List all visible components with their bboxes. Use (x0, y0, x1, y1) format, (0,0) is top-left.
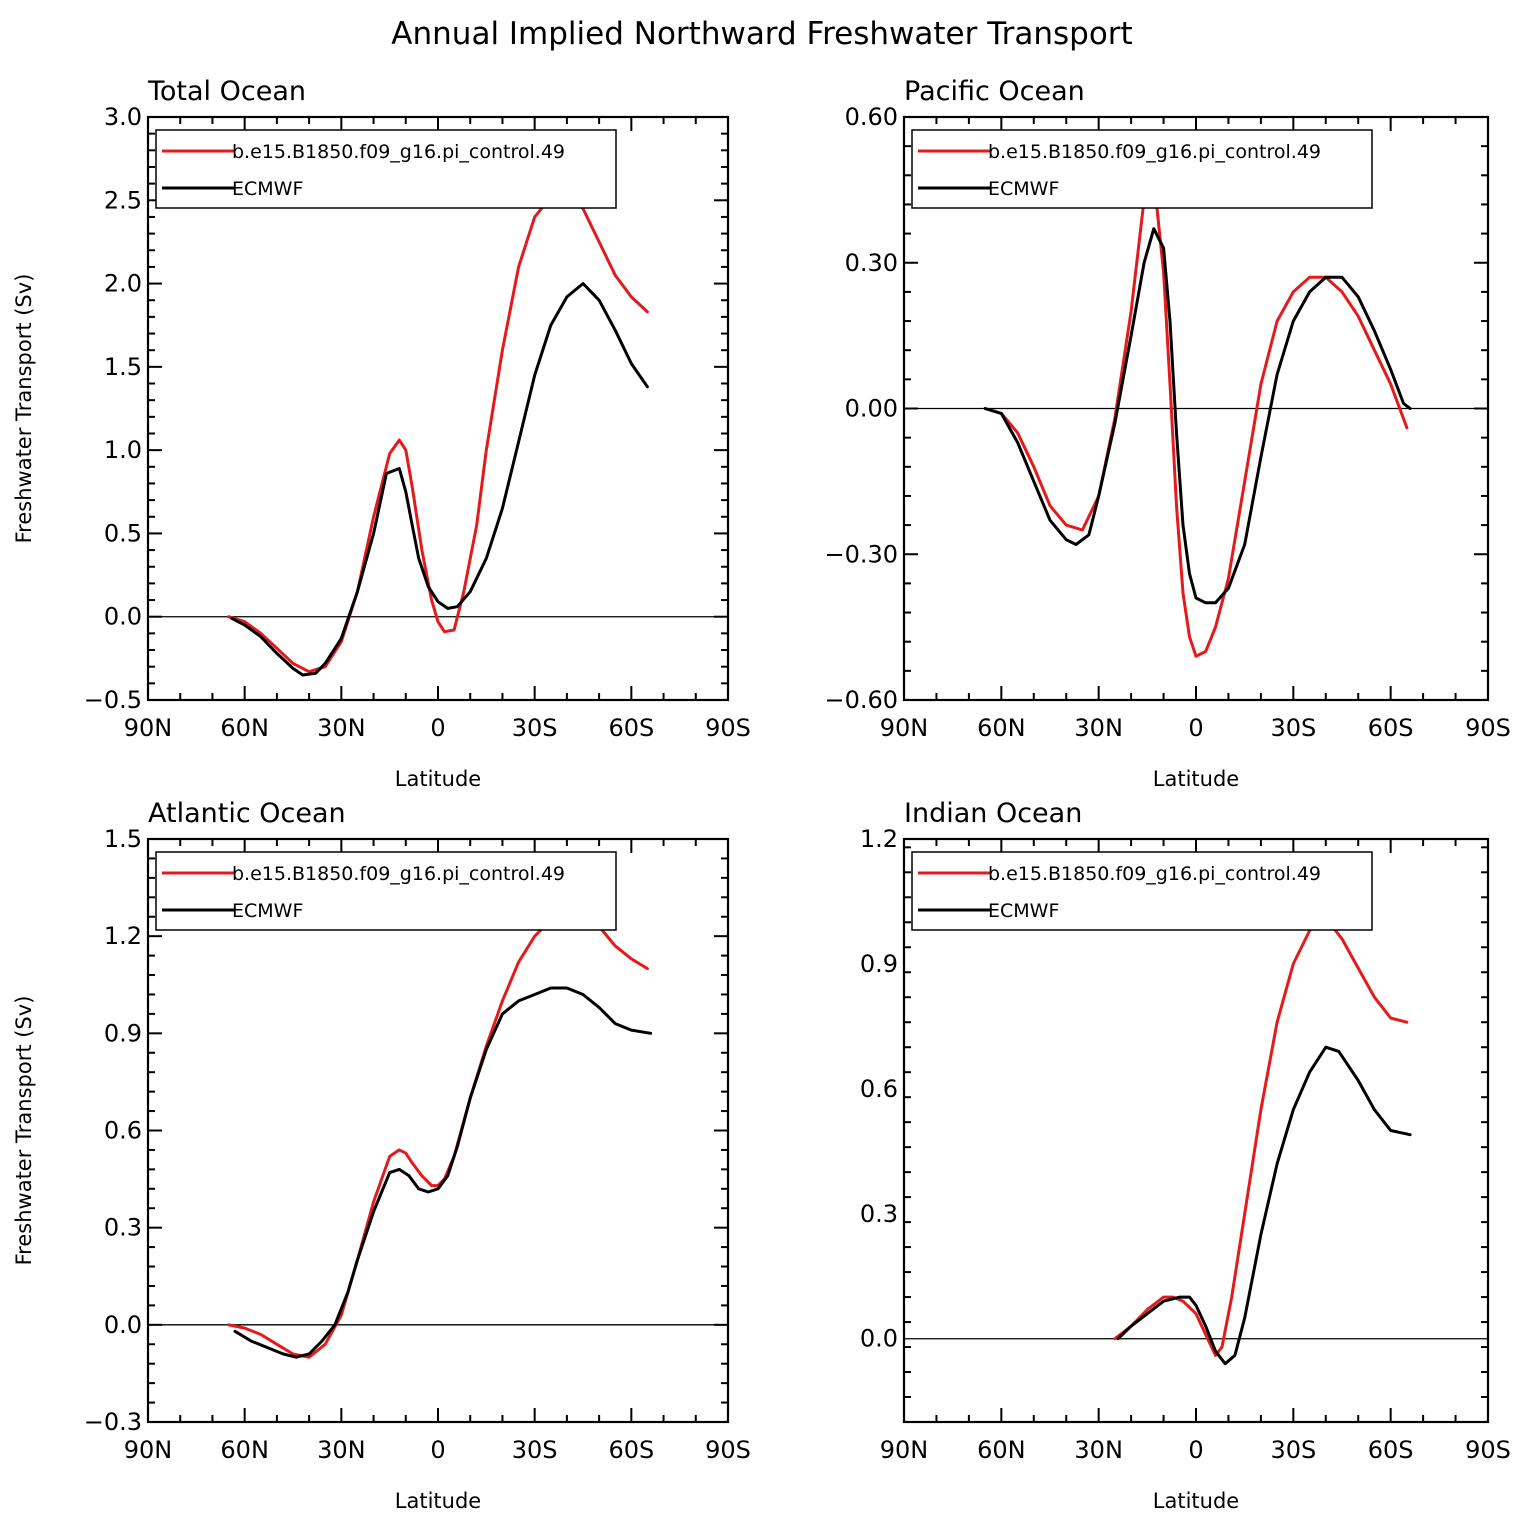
x-tick-label: 30S (512, 714, 558, 742)
x-tick-label: 60S (1368, 714, 1414, 742)
legend: b.e15.B1850.f09_g16.pi_control.49 ECMWF (155, 851, 617, 931)
x-tick-label: 0 (1188, 1436, 1203, 1464)
panel-title: Atlantic Ocean (148, 798, 346, 829)
y-axis-label: Freshwater Transport (Sv) (12, 274, 36, 544)
legend-box (911, 851, 1373, 931)
x-tick-label: 30N (1074, 714, 1123, 742)
legend-label: ECMWF (988, 900, 1059, 922)
y-tick-label: 0.9 (104, 1019, 142, 1047)
y-tick-label: 1.5 (104, 825, 142, 853)
y-tick-label: −0.30 (824, 540, 898, 568)
x-tick-label: 90N (880, 1436, 929, 1464)
y-axis-label: Freshwater Transport (Sv) (12, 996, 36, 1266)
y-tick-label: 0.0 (104, 603, 142, 631)
y-tick-label: 0.9 (860, 950, 898, 978)
x-tick-label: 90S (1465, 714, 1511, 742)
panel-atlantic-ocean: 90N 60N 30N 0 30S 60S 90S −0.3 0.0 0.3 0.6 0.9 1.2 1.… (12, 798, 751, 1513)
y-tick-label: 0.30 (845, 249, 898, 277)
y-tick-label: 1.5 (104, 353, 142, 381)
y-tick-label: 0.0 (104, 1311, 142, 1339)
x-axis-label: Latitude (1153, 1489, 1239, 1513)
x-tick-label: 90N (880, 714, 929, 742)
y-tick-label: 0.6 (104, 1117, 142, 1145)
series-line-model (983, 183, 1409, 658)
x-tick-label: 30N (317, 1436, 366, 1464)
series-line-model (1113, 916, 1409, 1357)
legend-label: b.e15.B1850.f09_g16.pi_control.49 (232, 141, 565, 163)
legend-label: ECMWF (988, 178, 1059, 200)
y-tick-label: 2.5 (104, 186, 142, 214)
y-tick-label: 1.2 (104, 922, 142, 950)
x-tick-label: 90N (124, 1436, 173, 1464)
x-tick-label: 90S (1465, 1436, 1511, 1464)
x-axis-label: Latitude (395, 1489, 481, 1513)
legend-box (911, 129, 1373, 209)
y-tick-label: 1.0 (104, 436, 142, 464)
legend-label: b.e15.B1850.f09_g16.pi_control.49 (988, 863, 1321, 885)
y-tick-label: 0.3 (104, 1214, 142, 1242)
x-tick-label: 60S (1368, 1436, 1414, 1464)
x-tick-label: 30S (512, 1436, 558, 1464)
x-axis-label: Latitude (1153, 767, 1239, 791)
y-tick-label: 0.5 (104, 519, 142, 547)
legend-box (155, 851, 617, 931)
x-tick-label: 0 (1188, 714, 1203, 742)
y-tick-label: −0.60 (824, 686, 898, 714)
legend: b.e15.B1850.f09_g16.pi_control.49 ECMWF (155, 129, 617, 209)
y-tick-label: 0.6 (860, 1075, 898, 1103)
legend-label: b.e15.B1850.f09_g16.pi_control.49 (232, 863, 565, 885)
panel-indian-ocean: 90N 60N 30N 0 30S 60S 90S 0.0 0.3 0.6 0.9 1.2Indian… (860, 798, 1511, 1513)
series-line-ecmwf (1116, 1045, 1412, 1366)
y-tick-label: −0.5 (84, 686, 142, 714)
x-tick-label: 0 (430, 714, 445, 742)
y-tick-label: −0.3 (84, 1408, 142, 1436)
series-line-ecmwf (233, 986, 653, 1359)
y-tick-label: 2.0 (104, 270, 142, 298)
x-tick-label: 90S (705, 1436, 751, 1464)
series-line-ecmwf (983, 227, 1412, 605)
x-tick-label: 60S (608, 1436, 654, 1464)
x-tick-label: 60N (977, 714, 1026, 742)
y-tick-label: 0.60 (845, 103, 898, 131)
y-tick-label: 0.3 (860, 1200, 898, 1228)
x-tick-label: 30S (1270, 1436, 1316, 1464)
legend-box (155, 129, 617, 209)
legend-label: ECMWF (232, 178, 303, 200)
x-tick-label: 60N (220, 1436, 269, 1464)
figure-title: Annual Implied Northward Freshwater Tran… (391, 16, 1132, 52)
y-tick-label: 0.0 (860, 1325, 898, 1353)
x-tick-label: 0 (430, 1436, 445, 1464)
x-tick-label: 90N (124, 714, 173, 742)
legend: b.e15.B1850.f09_g16.pi_control.49 ECMWF (911, 129, 1373, 209)
x-tick-label: 60N (220, 714, 269, 742)
x-tick-label: 30S (1270, 714, 1316, 742)
panel-title: Indian Ocean (904, 798, 1082, 829)
x-tick-label: 30N (317, 714, 366, 742)
panel-title: Pacific Ocean (904, 76, 1085, 107)
y-tick-label: 0.00 (845, 395, 898, 423)
x-axis-label: Latitude (395, 767, 481, 791)
y-tick-label: 3.0 (104, 103, 142, 131)
x-tick-label: 30N (1074, 1436, 1123, 1464)
x-tick-label: 60S (608, 714, 654, 742)
legend-label: ECMWF (232, 900, 303, 922)
x-tick-label: 60N (977, 1436, 1026, 1464)
panel-total-ocean: 90N 60N 30N 0 30S 60S 90S −0.5 0.0 0.5 1.0 1.5 2.0 2.… (12, 76, 751, 791)
y-tick-label: 1.2 (860, 825, 898, 853)
series-line-ecmwf (230, 282, 649, 677)
legend-label: b.e15.B1850.f09_g16.pi_control.49 (988, 141, 1321, 163)
panel-pacific-ocean: 90N 60N 30N 0 30S 60S 90S −0.60 −0.30 0.00 0.30 0.6… (824, 76, 1510, 791)
legend: b.e15.B1850.f09_g16.pi_control.49 ECMWF (911, 851, 1373, 931)
panel-title: Total Ocean (147, 76, 306, 107)
x-tick-label: 90S (705, 714, 751, 742)
